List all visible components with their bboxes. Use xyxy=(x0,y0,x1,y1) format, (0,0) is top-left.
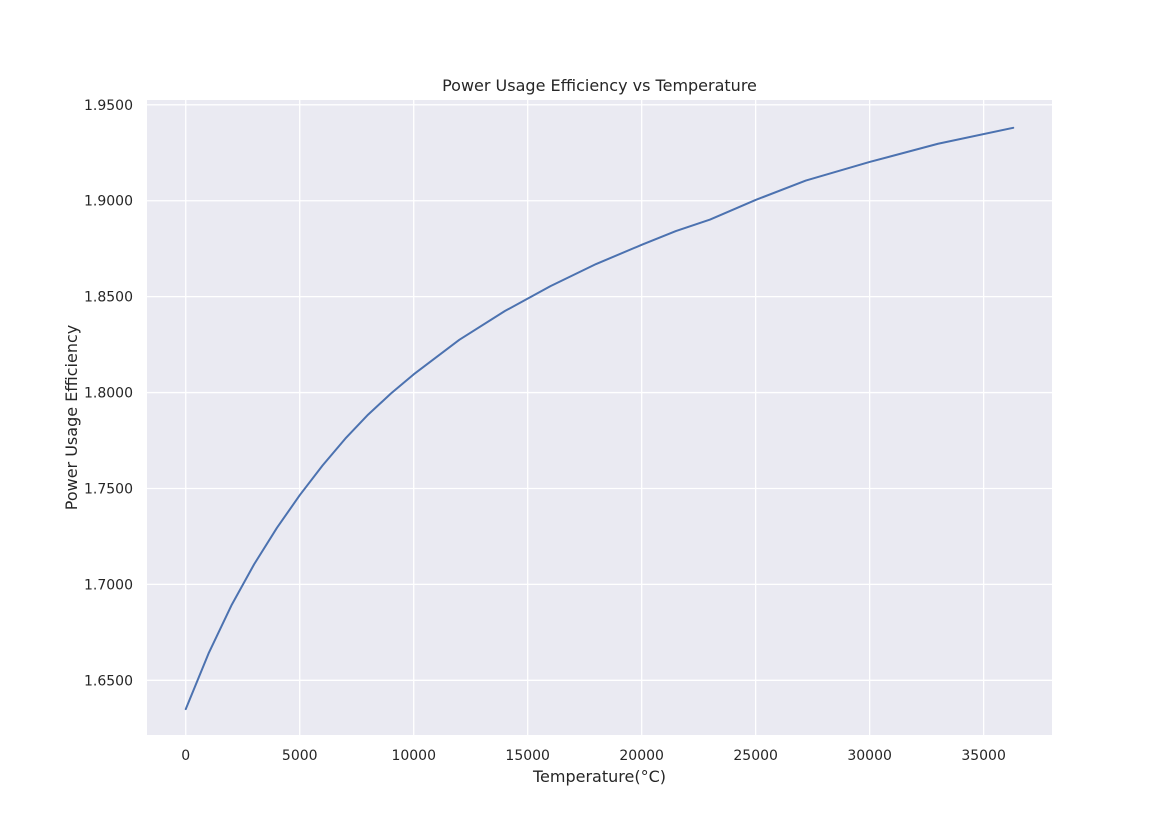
x-tick-label: 20000 xyxy=(619,748,664,764)
y-tick-labels: 1.6500 1.7000 1.7500 1.8000 1.8500 1.9000 1.95… xyxy=(84,98,133,690)
series-layer xyxy=(184,126,1015,711)
y-tick-label: 1.7000 xyxy=(84,577,133,593)
y-tick-label: 1.6500 xyxy=(84,673,133,689)
y-tick-label: 1.8000 xyxy=(84,386,133,402)
series-line xyxy=(184,126,1015,711)
x-tick-labels: 0 5000 10000 15000 20000 25000 30000 35000 xyxy=(181,748,1006,764)
x-tick-label: 25000 xyxy=(733,748,778,764)
x-tick-label: 0 xyxy=(181,748,190,764)
y-axis-label: Power Usage Efficiency xyxy=(62,325,81,510)
chart-title: Power Usage Efficiency vs Temperature xyxy=(442,76,757,95)
x-tick-label: 5000 xyxy=(282,748,318,764)
x-tick-label: 15000 xyxy=(505,748,550,764)
y-tick-label: 1.9500 xyxy=(84,98,133,114)
x-axis-label: Temperature(°C) xyxy=(532,767,666,786)
plot-background xyxy=(147,100,1052,735)
y-tick-label: 1.9000 xyxy=(84,194,133,210)
x-tick-label: 30000 xyxy=(847,748,892,764)
y-gridlines xyxy=(147,104,1052,681)
x-tick-label: 35000 xyxy=(961,748,1006,764)
y-tick-label: 1.7500 xyxy=(84,481,133,497)
x-tick-label: 10000 xyxy=(391,748,436,764)
y-tick-label: 1.8500 xyxy=(84,290,133,306)
x-gridlines xyxy=(185,100,985,735)
